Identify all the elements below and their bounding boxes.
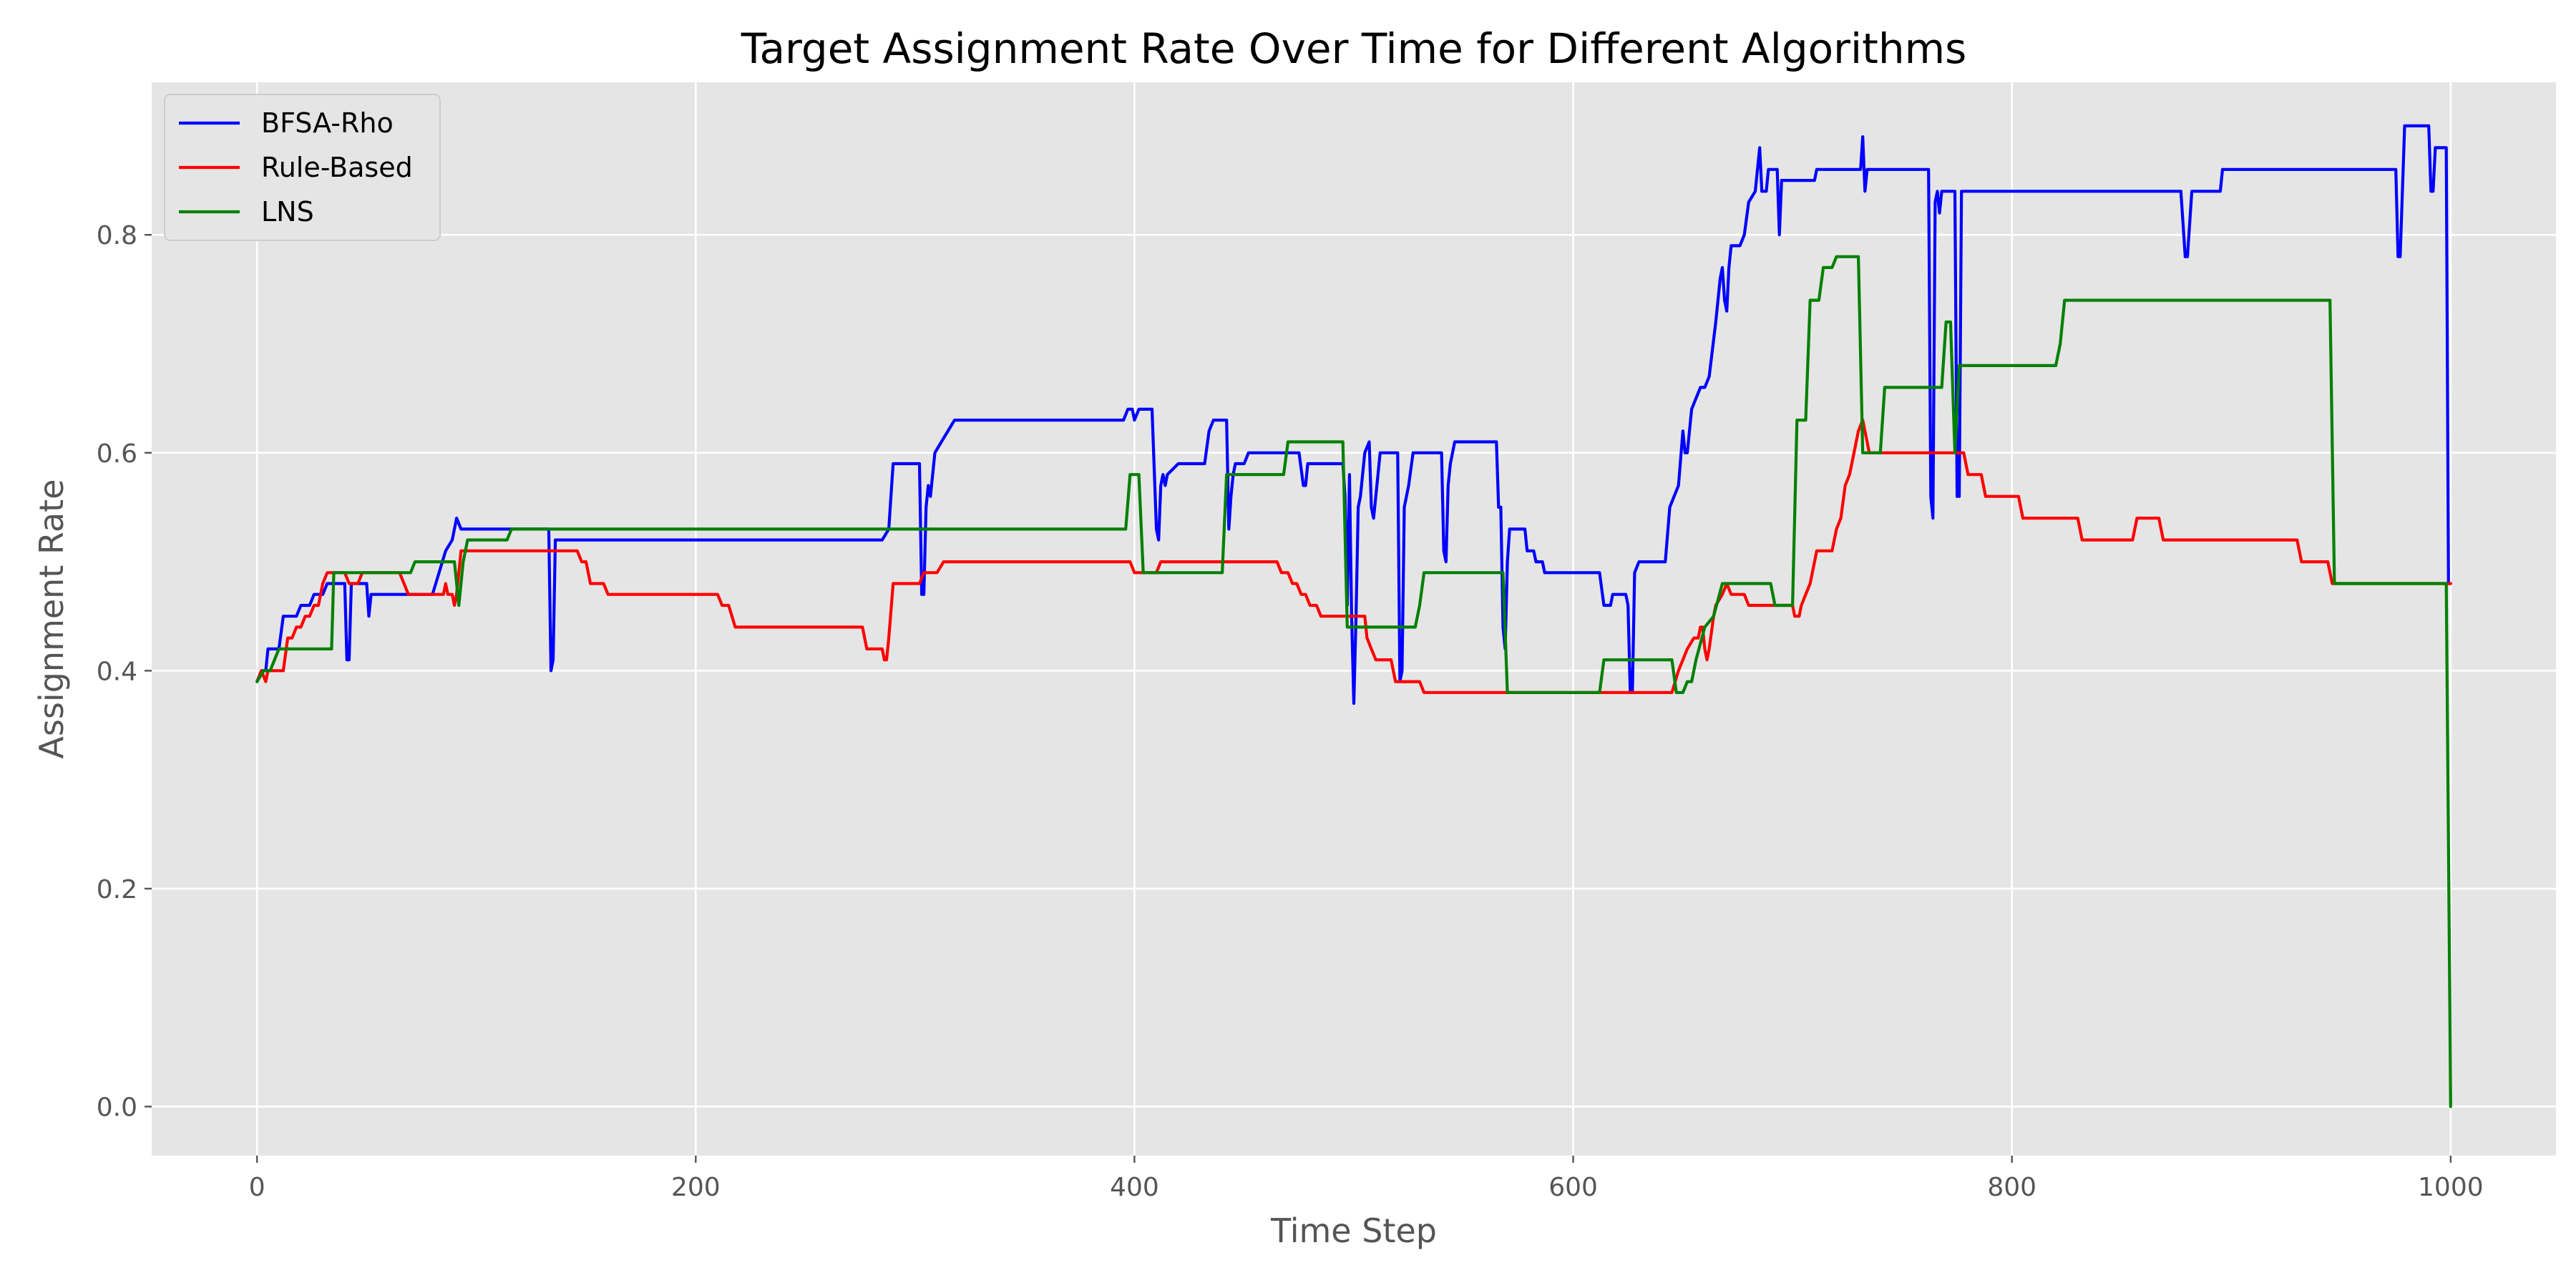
series-line-lns: [255, 255, 2452, 1108]
y-tick-label: 0.6: [97, 439, 137, 469]
y-tick-label: 0.8: [97, 221, 137, 250]
y-tick-label: 0.0: [97, 1093, 137, 1122]
y-axis-label: Assignment Rate: [32, 479, 71, 759]
chart-title: Target Assignment Rate Over Time for Dif…: [741, 24, 1967, 73]
x-tick-label: 600: [1548, 1173, 1598, 1202]
legend-box: [164, 94, 441, 241]
x-tick-label: 800: [1987, 1173, 2036, 1202]
series-line-rule-based: [255, 419, 2452, 694]
x-tick-label: 1000: [2418, 1173, 2484, 1202]
legend-label-rule-based: Rule-Based: [261, 152, 413, 183]
legend-label-bfsa-rho: BFSA-Rho: [261, 107, 394, 139]
axis-ticks: 0 200 400 600 800 1000 0.0 0.2 0.4 0.6 0.8: [97, 221, 2484, 1202]
series-lines: [255, 124, 2452, 1108]
x-tick-label: 0: [249, 1173, 265, 1202]
x-tick-label: 200: [671, 1173, 721, 1202]
y-tick-label: 0.4: [97, 657, 137, 686]
y-tick-label: 0.2: [97, 875, 137, 904]
series-line-bfsa-rho: [255, 124, 2452, 706]
legend: BFSA-Rho Rule-Based LNS: [164, 94, 441, 241]
x-tick-label: 400: [1110, 1173, 1159, 1202]
plot-area: [152, 82, 2556, 1156]
legend-label-lns: LNS: [261, 196, 314, 228]
x-axis-label: Time Step: [1270, 1211, 1437, 1250]
